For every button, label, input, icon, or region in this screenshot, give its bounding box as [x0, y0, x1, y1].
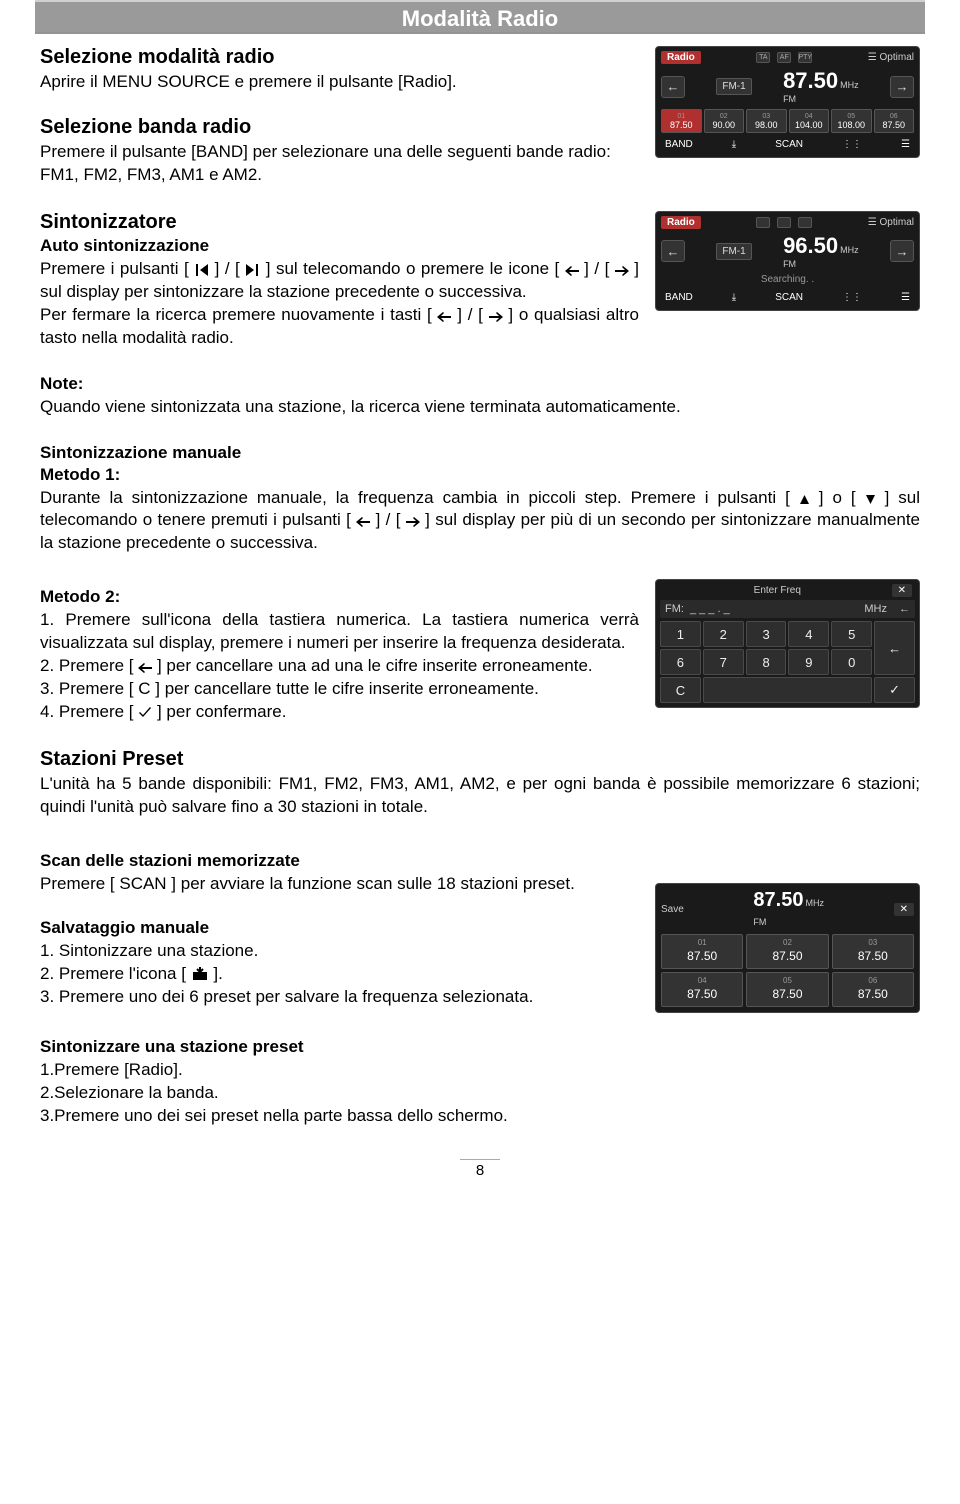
left-arrow-icon — [565, 266, 579, 276]
body-s1: Aprire il MENU SOURCE e premere il pulsa… — [40, 71, 639, 94]
heading-salvataggio: Salvataggio manuale — [40, 918, 639, 938]
metodo2-1: 1. Premere sull'icona della tastiera num… — [40, 609, 639, 655]
heading-selezione-modalita: Selezione modalità radio — [40, 46, 639, 69]
menu-icon: ☰ — [897, 137, 914, 152]
close-icon: ✕ — [892, 584, 912, 597]
key-6: 6 — [660, 649, 701, 675]
keypad-screenshot: Enter Freq ✕ FM: _ _ _ . _ MHz ← 1 2 3 4… — [655, 579, 920, 708]
metodo2-label: Metodo 2: — [40, 587, 639, 607]
optimal-label: ☰ Optimal — [868, 52, 914, 63]
band-label: FM-1 — [716, 78, 751, 95]
key-clear: C — [660, 677, 701, 703]
preset-row: 0187.50 0290.00 0398.00 04104.00 05108.0… — [661, 109, 914, 133]
key-1: 1 — [660, 621, 701, 647]
body-auto-2: Per fermare la ricerca premere nuovament… — [40, 304, 639, 350]
right-arrow-icon — [615, 266, 629, 276]
save-icon: ⤓ — [728, 137, 740, 152]
radio-screenshot-1: Radio TA AF PTY ☰ Optimal ← FM-1 87.50MH… — [655, 46, 920, 158]
metodo1-label: Metodo 1: — [40, 465, 920, 485]
page-number: 8 — [40, 1158, 920, 1179]
key-ok: ✓ — [874, 677, 915, 703]
up-triangle-icon — [799, 494, 810, 505]
next-arrow: → — [890, 76, 914, 98]
right-arrow-icon — [406, 517, 420, 527]
salv-2: 2. Premere l'icona [ ]. — [40, 963, 639, 986]
metodo1-body: Durante la sintonizzazione manuale, la f… — [40, 487, 920, 556]
freq-value: 87.50 — [783, 68, 838, 93]
metodo2-2: 2. Premere [ ] per cancellare una ad una… — [40, 655, 639, 678]
pty-icon: PTY — [798, 52, 812, 63]
radio-screenshot-2: Radio ☰ Optimal ← FM-1 96.50MHzFM → Sear… — [655, 211, 920, 311]
searching-label: Searching. . — [661, 274, 914, 285]
save-screenshot: Save 87.50MHzFM ✕ 0187.50 0287.50 0387.5… — [655, 883, 920, 1013]
close-icon: ✕ — [894, 903, 914, 916]
band-button: BAND — [661, 137, 697, 152]
body-stazioni: L'unità ha 5 bande disponibili: FM1, FM2… — [40, 773, 920, 819]
key-5: 5 — [831, 621, 872, 647]
heading-sint-preset: Sintonizzare una stazione preset — [40, 1037, 920, 1057]
preset-1: 1.Premere [Radio]. — [40, 1059, 920, 1082]
heading-sint-manuale: Sintonizzazione manuale — [40, 443, 920, 463]
key-4: 4 — [788, 621, 829, 647]
key-3: 3 — [746, 621, 787, 647]
save-preset-icon — [191, 967, 209, 981]
page-title: Modalità Radio — [35, 0, 925, 34]
metodo2-3: 3. Premere [ C ] per cancellare tutte le… — [40, 678, 639, 701]
body-scan: Premere [ SCAN ] per avviare la funzione… — [40, 873, 639, 896]
radio-tag: Radio — [661, 51, 701, 64]
af-icon: AF — [777, 52, 791, 63]
key-8: 8 — [746, 649, 787, 675]
scan-button: SCAN — [771, 137, 807, 152]
left-arrow-icon — [437, 312, 451, 322]
heading-scan: Scan delle stazioni memorizzate — [40, 851, 639, 871]
enter-freq-label: Enter Freq — [754, 585, 801, 596]
left-arrow-icon — [138, 663, 152, 673]
down-triangle-icon — [865, 494, 876, 505]
check-icon — [138, 707, 152, 719]
salv-1: 1. Sintonizzare una stazione. — [40, 940, 639, 963]
key-7: 7 — [703, 649, 744, 675]
prev-arrow: ← — [661, 76, 685, 98]
key-back: ← — [874, 621, 915, 675]
note-body: Quando viene sintonizzata una stazione, … — [40, 396, 920, 419]
prev-track-icon — [194, 264, 209, 276]
ta-icon: TA — [756, 52, 770, 63]
metodo2-4: 4. Premere [ ] per confermare. — [40, 701, 639, 724]
key-9: 9 — [788, 649, 829, 675]
salv-3: 3. Premere uno dei 6 preset per salvare … — [40, 986, 639, 1009]
body-s2: Premere il pulsante [BAND] per seleziona… — [40, 141, 639, 187]
note-label: Note: — [40, 374, 920, 394]
preset-3: 3.Premere uno dei sei preset nella parte… — [40, 1105, 920, 1128]
keypad-icon: ⋮⋮ — [838, 137, 866, 152]
preset-2: 2.Selezionare la banda. — [40, 1082, 920, 1105]
left-arrow-icon — [356, 517, 370, 527]
heading-stazioni-preset: Stazioni Preset — [40, 748, 920, 771]
key-0: 0 — [831, 649, 872, 675]
right-arrow-icon — [489, 312, 503, 322]
body-auto: Premere i pulsanti [ ] / [ ] sul telecom… — [40, 258, 639, 304]
heading-sintonizzatore: Sintonizzatore — [40, 211, 639, 234]
heading-selezione-banda: Selezione banda radio — [40, 116, 639, 139]
next-track-icon — [245, 264, 260, 276]
key-2: 2 — [703, 621, 744, 647]
subheading-auto: Auto sintonizzazione — [40, 236, 639, 256]
